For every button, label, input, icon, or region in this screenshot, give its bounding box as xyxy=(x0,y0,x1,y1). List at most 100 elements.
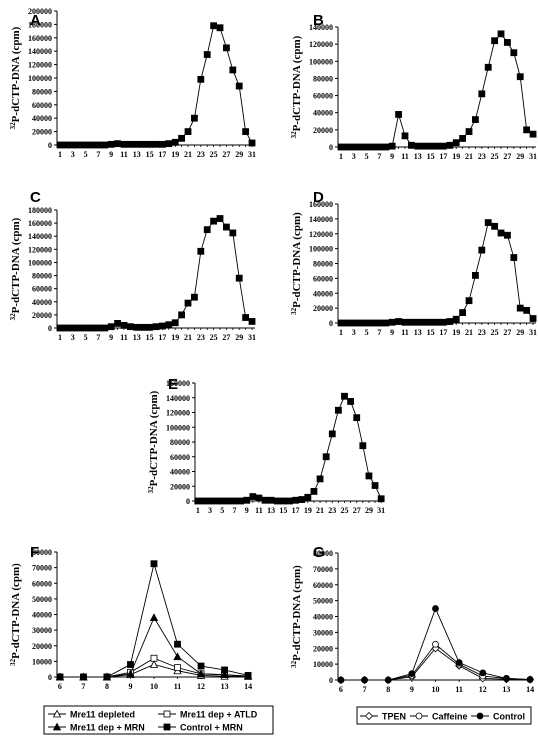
data-point xyxy=(371,482,379,489)
y-axis-title-text: P-dCTP-DNA (cpm) xyxy=(291,565,303,661)
y-axis-title-text: P-dCTP-DNA (cpm) xyxy=(10,26,22,122)
y-tick-label: 140000 xyxy=(309,215,333,224)
x-tick-label: 9 xyxy=(390,152,394,161)
y-axis-title-text: P-dCTP-DNA (cpm) xyxy=(10,217,22,313)
data-point xyxy=(455,659,463,666)
y-tick-label: 0 xyxy=(329,319,333,328)
y-tick-label: 80000 xyxy=(313,74,333,83)
x-tick-label: 7 xyxy=(363,685,367,694)
y-tick-label: 30000 xyxy=(32,626,52,635)
data-point xyxy=(369,319,377,327)
data-point xyxy=(523,306,531,314)
data-point xyxy=(221,666,228,674)
x-tick-label: 14 xyxy=(526,685,534,694)
data-point xyxy=(504,231,511,239)
data-point xyxy=(216,24,224,32)
panel-letter-c: C xyxy=(30,189,41,206)
data-point xyxy=(267,496,275,504)
y-tick-label: 0 xyxy=(329,676,333,685)
data-point xyxy=(523,126,531,134)
y-tick-label: 60000 xyxy=(313,274,333,283)
legend-item: Mre11 depleted xyxy=(48,710,135,720)
x-tick-label: 17 xyxy=(439,328,447,337)
series-control-mrn xyxy=(56,560,252,681)
legend-marker xyxy=(163,710,171,718)
panel-b: B 0 20000 40000 60000 80000 100000 120000 140000… xyxy=(290,12,537,161)
series-main xyxy=(194,392,385,505)
x-tick-label: 31 xyxy=(377,506,385,515)
data-point xyxy=(152,140,160,148)
x-tick-label: 17 xyxy=(292,506,300,515)
y-tick-label: 120000 xyxy=(28,245,52,254)
data-point xyxy=(69,324,77,332)
data-point xyxy=(94,141,102,149)
y-tick-label: 80000 xyxy=(32,272,52,281)
y-tick-label: 40000 xyxy=(170,468,190,477)
y-tick-label: 50000 xyxy=(32,595,52,604)
y-tick-label: 100000 xyxy=(166,423,190,432)
legend-marker xyxy=(364,711,374,721)
panel-letter-d: D xyxy=(313,189,324,206)
panel-letter-a: A xyxy=(30,12,41,29)
data-point xyxy=(126,323,134,331)
data-point xyxy=(401,318,409,326)
data-point xyxy=(407,141,415,149)
data-point xyxy=(343,319,351,327)
legend-label: Mre11 dep + ATLD xyxy=(180,710,258,720)
data-point xyxy=(62,324,70,332)
data-point xyxy=(242,314,250,321)
x-tick-label: 5 xyxy=(84,150,88,159)
series-line xyxy=(59,25,253,146)
data-point xyxy=(478,246,486,254)
data-point xyxy=(377,495,385,503)
y-tick-label: 160000 xyxy=(28,34,52,43)
series-main xyxy=(337,30,537,151)
y-tick-label: 120000 xyxy=(28,61,52,70)
data-point xyxy=(197,247,205,255)
data-point xyxy=(414,318,422,326)
data-point xyxy=(174,664,181,672)
data-point xyxy=(243,496,251,504)
x-tick-label: 3 xyxy=(352,152,356,161)
data-point xyxy=(107,323,115,331)
x-tick-label: 29 xyxy=(365,506,373,515)
data-point xyxy=(62,141,70,149)
data-point xyxy=(139,323,147,331)
x-tick-label: 27 xyxy=(222,150,230,159)
data-point xyxy=(146,140,153,148)
x-tick-label: 7 xyxy=(377,328,381,337)
data-point xyxy=(75,141,83,149)
y-tick-label: 20000 xyxy=(32,311,52,320)
y-tick-label: 160000 xyxy=(166,379,190,388)
data-point xyxy=(310,488,318,495)
x-tick-label: 14 xyxy=(244,682,252,691)
y-tick-label: 0 xyxy=(48,324,52,333)
x-tick-label: 5 xyxy=(84,333,88,342)
x-tick-label: 23 xyxy=(197,150,205,159)
data-point xyxy=(223,44,230,52)
data-point xyxy=(101,141,109,149)
data-point xyxy=(229,229,237,237)
data-point xyxy=(235,82,243,90)
x-tick-label: 3 xyxy=(208,506,212,515)
y-axis-title-superscript: 32 xyxy=(9,313,17,321)
y-axis-title-superscript: 32 xyxy=(290,307,298,315)
y-tick-label: 10000 xyxy=(313,660,333,669)
x-tick-label: 9 xyxy=(245,506,249,515)
data-point xyxy=(114,320,121,327)
data-point xyxy=(133,323,141,331)
x-tick-label: 13 xyxy=(267,506,275,515)
y-tick-label: 80000 xyxy=(32,87,52,96)
series-main xyxy=(56,22,256,149)
y-tick-label: 80000 xyxy=(313,549,333,558)
x-tick-label: 21 xyxy=(465,152,473,161)
data-point xyxy=(69,141,77,149)
legend-g: TPEN Caffeine Control xyxy=(356,706,532,725)
y-tick-label: 100000 xyxy=(28,74,52,83)
y-tick-label: 80000 xyxy=(32,548,52,557)
data-point xyxy=(88,324,96,332)
data-point xyxy=(452,139,460,147)
data-point xyxy=(107,140,115,148)
x-tick-label: 7 xyxy=(96,333,100,342)
